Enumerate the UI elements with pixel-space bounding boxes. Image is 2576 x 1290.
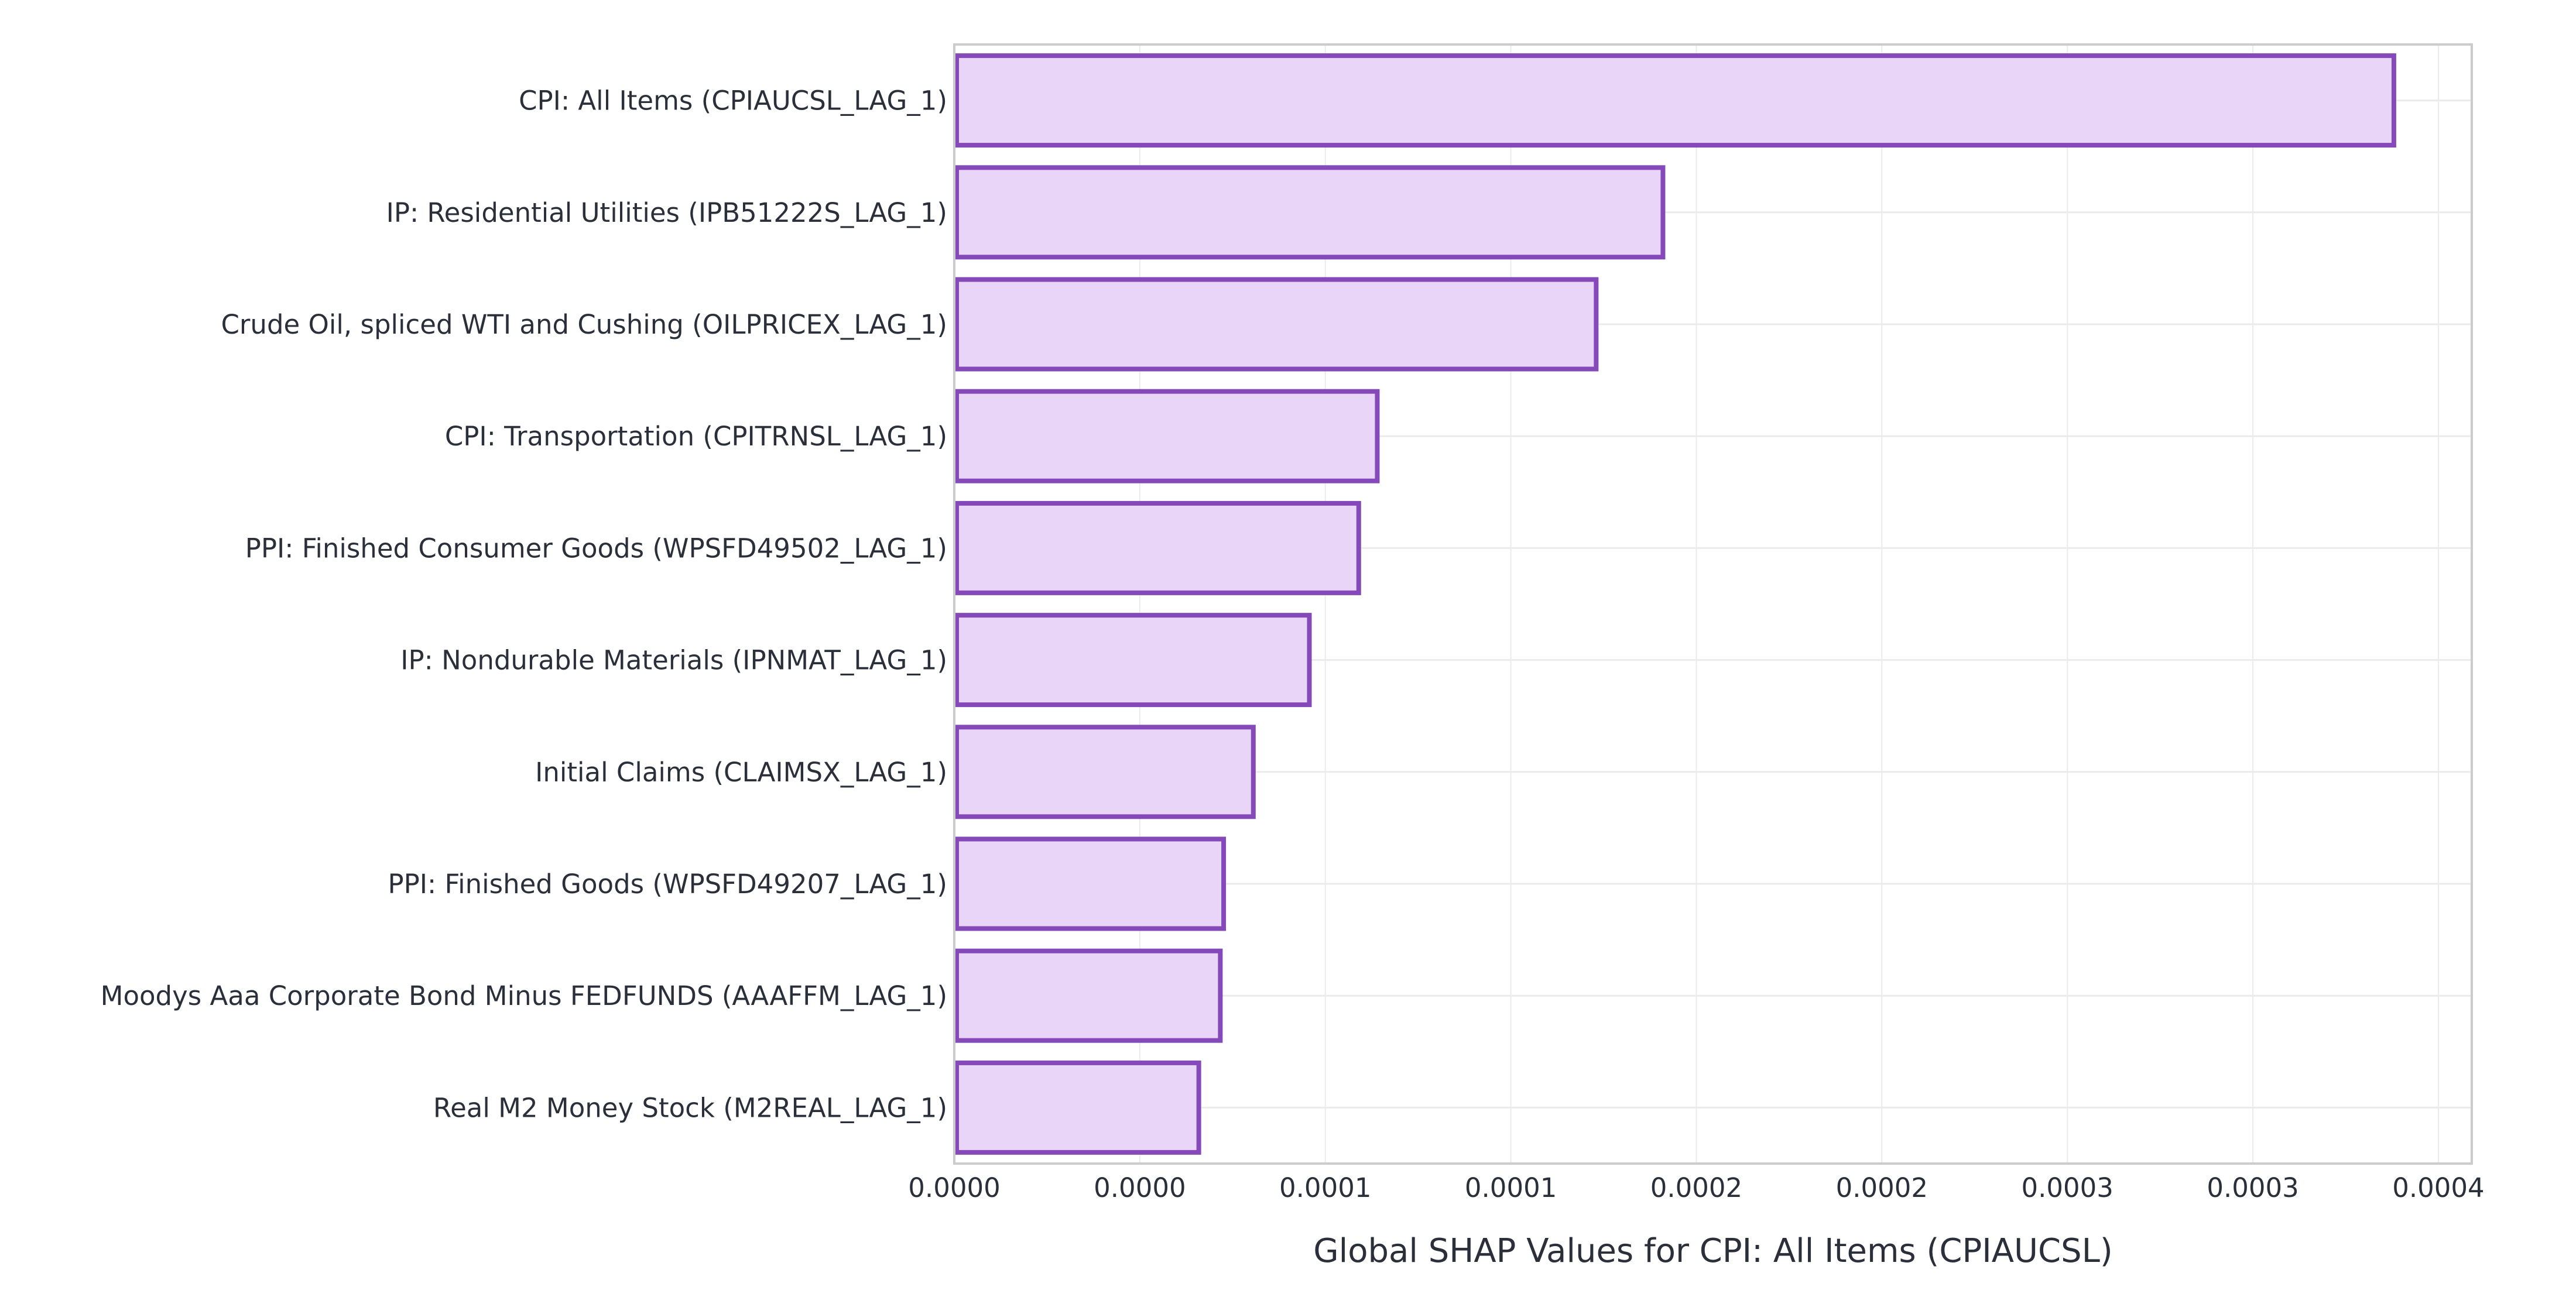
bar[interactable] <box>954 53 2396 148</box>
bar[interactable] <box>954 836 1227 931</box>
x-tick-label: 0.0000 <box>1094 1172 1186 1203</box>
y-tick-label: PPI: Finished Goods (WPSFD49207_LAG_1) <box>388 869 947 900</box>
bar[interactable] <box>954 613 1312 708</box>
y-tick-label: IP: Nondurable Materials (IPNMAT_LAG_1) <box>400 645 947 676</box>
bar[interactable] <box>954 725 1256 819</box>
bar[interactable] <box>954 389 1380 483</box>
x-tick-label: 0.0002 <box>1836 1172 1928 1203</box>
x-tick-labels: 0.0000 0.0000 0.0001 0.0001 0.0002 0.0002 0.00… <box>908 1172 2484 1203</box>
plot-frame <box>953 43 2473 1165</box>
x-tick-label: 0.0003 <box>2207 1172 2298 1203</box>
bar[interactable] <box>954 1060 1201 1155</box>
x-axis-title: Global SHAP Values for CPI: All Items (C… <box>1313 1232 2113 1270</box>
y-tick-labels: CPI: All Items (CPIAUCSL_LAG_1) IP: Resid… <box>101 85 947 1124</box>
x-tick-label: 0.0001 <box>1279 1172 1371 1203</box>
y-tick-label: Real M2 Money Stock (M2REAL_LAG_1) <box>433 1092 947 1123</box>
bar[interactable] <box>954 948 1223 1043</box>
x-tick-label: 0.0000 <box>908 1172 1000 1203</box>
bars <box>954 53 2396 1155</box>
y-tick-label: PPI: Finished Consumer Goods (WPSFD49502… <box>245 533 947 564</box>
bar[interactable] <box>954 165 1666 260</box>
y-tick-label: IP: Residential Utilities (IPB51222S_LAG… <box>386 197 947 228</box>
y-tick-label: CPI: Transportation (CPITRNSL_LAG_1) <box>445 421 947 452</box>
x-tick-label: 0.0002 <box>1650 1172 1742 1203</box>
bar[interactable] <box>954 500 1361 595</box>
y-tick-label: Crude Oil, spliced WTI and Cushing (OILP… <box>221 309 948 340</box>
x-tick-label: 0.0003 <box>2021 1172 2113 1203</box>
y-tick-label: Initial Claims (CLAIMSX_LAG_1) <box>535 757 947 788</box>
y-tick-label: CPI: All Items (CPIAUCSL_LAG_1) <box>519 85 947 116</box>
x-tick-label: 0.0004 <box>2392 1172 2484 1203</box>
y-tick-label: Moodys Aaa Corporate Bond Minus FEDFUNDS… <box>101 980 947 1011</box>
x-tick-label: 0.0001 <box>1465 1172 1557 1203</box>
bar[interactable] <box>954 277 1599 372</box>
